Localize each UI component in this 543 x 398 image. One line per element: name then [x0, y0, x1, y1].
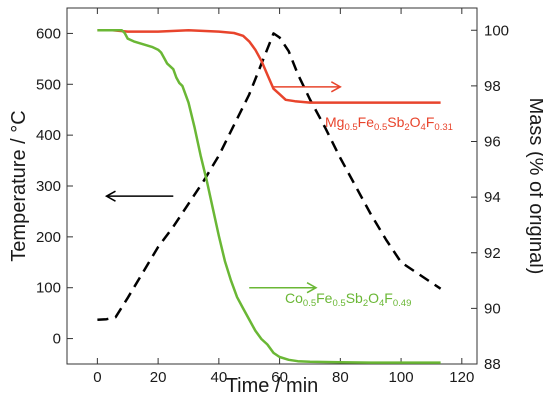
formula-part: Mg	[325, 114, 344, 130]
subscript: 0.31	[434, 122, 453, 133]
formula-part: Fe	[358, 114, 375, 130]
y-left-tick-label: 500	[36, 76, 61, 93]
formula-part: Sb	[387, 114, 404, 130]
subscript: 2	[363, 298, 368, 309]
x-tick-label: 120	[449, 369, 474, 386]
y-right-tick-label: 92	[484, 245, 501, 262]
subscript: 0.5	[332, 298, 345, 309]
plot-frame	[66, 7, 478, 365]
y-right-tick-label: 98	[484, 78, 501, 95]
y-right-tick-label: 90	[484, 300, 501, 317]
formula-part: F	[384, 290, 393, 306]
y-right-tick-label: 94	[484, 189, 501, 206]
series-label-co: Co0.5Fe0.5Sb2O4F0.49	[285, 290, 411, 309]
x-tick-label: 100	[389, 369, 414, 386]
y-left-tick-label: 400	[36, 127, 61, 144]
temperature-line	[97, 32, 442, 322]
formula-part: F	[426, 114, 435, 130]
formula-part: O	[410, 114, 421, 130]
arrows-group	[104, 81, 342, 294]
temperature-axis-arrow	[104, 190, 174, 202]
subscript: 0.49	[393, 298, 412, 309]
subscript: 0.5	[303, 298, 316, 309]
formula-part: Co	[285, 290, 303, 306]
series-label-mg: Mg0.5Fe0.5Sb2O4F0.31	[325, 114, 453, 133]
mass-line-co	[97, 28, 441, 364]
subscript: 0.5	[344, 122, 357, 133]
co-axis-arrow	[249, 282, 318, 294]
y-axis-left-label: Temperature / °C	[8, 110, 30, 261]
series-group	[97, 28, 442, 364]
x-tick-label: 80	[332, 369, 349, 386]
ticks: 0 20 40 60 80 100 120 0 100 200 300 400 500 600 88 90 92…	[36, 8, 509, 386]
subscript: 4	[379, 298, 384, 309]
y-left-tick-label: 200	[36, 229, 61, 246]
y-right-tick-label: 96	[484, 134, 501, 151]
mass-line-mg	[97, 28, 441, 104]
formula-part: Fe	[316, 290, 333, 306]
formula-part: Sb	[346, 290, 363, 306]
x-tick-label: 60	[271, 369, 288, 386]
mg-axis-arrow	[273, 81, 342, 93]
subscript: 4	[421, 122, 426, 133]
x-tick-label: 20	[150, 369, 167, 386]
x-tick-label: 0	[93, 369, 101, 386]
formula-part: O	[368, 290, 379, 306]
subscript: 0.5	[374, 122, 387, 133]
y-left-tick-label: 600	[36, 25, 61, 42]
y-left-tick-label: 0	[53, 331, 61, 348]
subscript: 2	[404, 122, 409, 133]
y-axis-right-label: Mass (% of original)	[525, 98, 543, 275]
y-left-tick-label: 100	[36, 280, 61, 297]
y-left-tick-label: 300	[36, 178, 61, 195]
x-axis-label: Time / min	[226, 375, 319, 397]
y-right-tick-label: 88	[484, 356, 501, 373]
x-tick-label: 40	[211, 369, 228, 386]
y-right-tick-label: 100	[484, 22, 509, 39]
